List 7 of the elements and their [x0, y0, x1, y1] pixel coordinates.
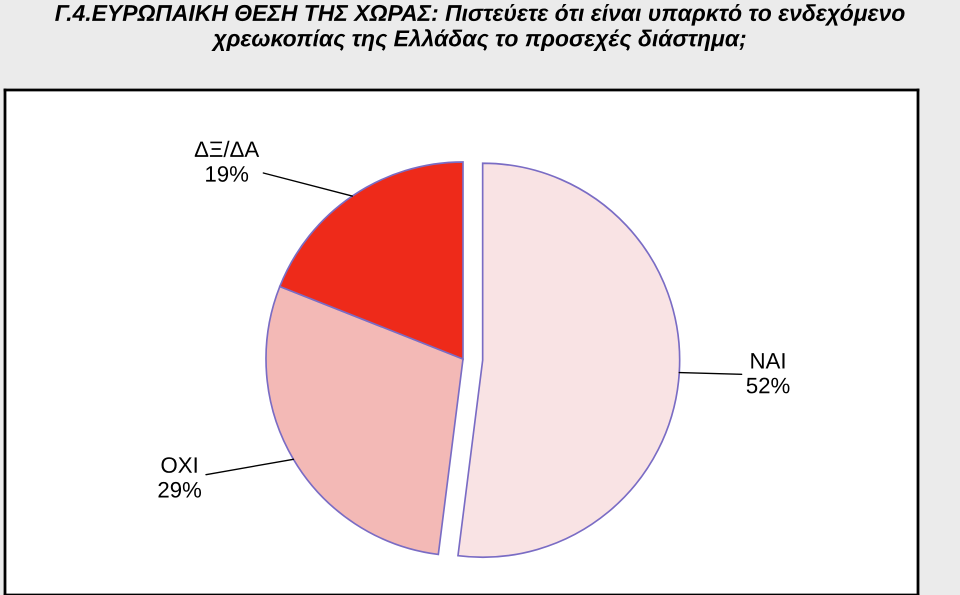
slice-label: ΝΑΙ [751, 353, 785, 368]
data-label: 19% [206, 166, 248, 182]
data-label: 52% [746, 378, 790, 394]
slice-label: ΟΧΙ [162, 457, 197, 473]
data-label: 29% [158, 482, 202, 498]
chart-title: Γ.4.ΕΥΡΩΠΑΙΚΗ ΘΕΣΗ ΤΗΣ ΧΩΡΑΣ: Πιστεύετε ότι είναι υπαρκτό το ενδεχόμενο χρεωκοπίας της Ελλάδας το προσεχές διάστημα; [55, 4, 905, 52]
slice-label: ΔΞ/ΔΑ [194, 140, 260, 158]
